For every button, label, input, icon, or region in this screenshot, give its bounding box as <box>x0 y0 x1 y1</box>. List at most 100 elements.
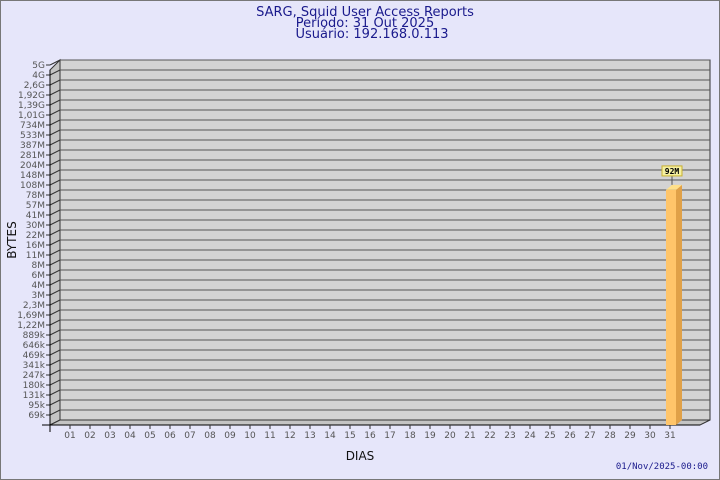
plot-area: 5G4G2,6G1,92G1,39G1,01G734M533M387M281M2… <box>17 58 711 441</box>
x-tick-label: 22 <box>484 431 495 441</box>
y-tick-depth <box>49 399 61 406</box>
y-tick-label: 95k <box>28 401 45 411</box>
y-tick-label: 57M <box>26 201 45 211</box>
chart-subtitle-period: Período: 31 Out 2025 <box>296 16 434 31</box>
y-tick-depth <box>49 269 61 276</box>
x-tick-label: 30 <box>644 431 656 441</box>
y-tick-label: 204M <box>20 161 45 171</box>
y-tick-label: 6M <box>32 271 46 281</box>
x-axis-label: DIAS <box>346 449 375 463</box>
y-tick-depth <box>49 299 61 306</box>
y-tick-depth <box>49 279 61 286</box>
y-tick-label: 533M <box>20 131 45 141</box>
x-tick-label: 26 <box>564 431 576 441</box>
y-tick-depth <box>49 109 61 116</box>
x-tick-label: 18 <box>404 431 416 441</box>
y-tick-depth <box>49 309 61 316</box>
y-tick-label: 4G <box>32 71 45 81</box>
y-tick-depth <box>49 369 61 376</box>
y-tick-label: 1,92G <box>18 91 45 101</box>
bar-side <box>676 184 682 425</box>
footer-date: 01/Nov/2025-00:00 <box>616 462 708 472</box>
y-tick-label: 131k <box>23 391 46 401</box>
data-label: 92M <box>665 167 680 176</box>
y-tick-label: 4M <box>32 281 46 291</box>
x-tick-label: 07 <box>184 431 195 441</box>
x-tick-label: 19 <box>424 431 436 441</box>
y-tick-label: 69k <box>28 411 45 421</box>
y-tick-depth <box>49 189 61 196</box>
chart-subtitle-user: Usuário: 192.168.0.113 <box>295 27 448 42</box>
y-tick-label: 469k <box>23 351 46 361</box>
y-tick-depth <box>49 169 61 176</box>
y-tick-depth <box>49 159 61 166</box>
x-tick-label: 25 <box>544 431 555 441</box>
x-tick-label: 02 <box>84 431 95 441</box>
y-tick-label: 387M <box>20 141 45 151</box>
y-tick-label: 41M <box>26 211 45 221</box>
y-tick-depth <box>49 199 61 206</box>
x-tick-label: 04 <box>124 431 136 441</box>
y-tick-label: 11M <box>26 251 45 261</box>
y-tick-label: 22M <box>26 231 45 241</box>
x-tick-label: 05 <box>144 431 155 441</box>
x-tick-label: 21 <box>464 431 475 441</box>
data-label-box <box>661 165 683 177</box>
y-tick-label: 8M <box>32 261 46 271</box>
x-tick-label: 12 <box>284 431 295 441</box>
x-tick-label: 23 <box>504 431 515 441</box>
y-tick-depth <box>49 129 61 136</box>
x-tick-label: 17 <box>384 431 395 441</box>
y-tick-depth <box>49 59 61 66</box>
y-tick-depth <box>49 139 61 146</box>
y-tick-depth <box>49 179 61 186</box>
x-tick-label: 28 <box>604 431 616 441</box>
y-tick-label: 16M <box>26 241 45 251</box>
floor <box>49 419 711 426</box>
bar-top <box>666 184 682 190</box>
y-tick-label: 148M <box>20 171 45 181</box>
x-tick-label: 08 <box>204 431 216 441</box>
x-tick-label: 27 <box>584 431 595 441</box>
y-tick-label: 5G <box>32 61 45 71</box>
y-tick-depth <box>49 209 61 216</box>
y-tick-label: 108M <box>20 181 45 191</box>
y-tick-label: 281M <box>20 151 45 161</box>
y-tick-depth <box>49 69 61 76</box>
y-tick-depth <box>49 119 61 126</box>
x-tick-label: 06 <box>164 431 176 441</box>
y-tick-depth <box>49 219 61 226</box>
y-tick-depth <box>49 389 61 396</box>
x-tick-label: 29 <box>624 431 636 441</box>
y-tick-depth <box>49 379 61 386</box>
y-tick-label: 1,39G <box>18 101 45 111</box>
x-tick-label: 14 <box>324 431 336 441</box>
x-tick-label: 24 <box>524 431 536 441</box>
y-tick-depth <box>49 149 61 156</box>
y-tick-depth <box>49 259 61 266</box>
y-tick-depth <box>49 249 61 256</box>
y-tick-depth <box>49 99 61 106</box>
y-axis-label: BYTES <box>5 221 19 258</box>
x-tick-label: 10 <box>244 431 256 441</box>
y-tick-depth <box>49 79 61 86</box>
x-tick-label: 15 <box>344 431 355 441</box>
y-tick-label: 78M <box>26 191 45 201</box>
y-tick-depth <box>49 239 61 246</box>
y-tick-label: 341k <box>23 361 46 371</box>
y-tick-label: 2,3M <box>23 301 45 311</box>
y-tick-label: 2,6G <box>24 81 45 91</box>
y-tick-label: 1,22M <box>17 321 45 331</box>
y-tick-label: 180k <box>23 381 46 391</box>
x-tick-label: 09 <box>224 431 236 441</box>
y-tick-depth <box>49 89 61 96</box>
y-tick-depth <box>49 409 61 416</box>
y-tick-label: 3M <box>32 291 46 301</box>
y-tick-label: 247k <box>23 371 46 381</box>
x-tick-label: 11 <box>264 431 275 441</box>
y-tick-label: 30M <box>26 221 45 231</box>
x-tick-label: 03 <box>104 431 115 441</box>
y-tick-depth <box>49 359 61 366</box>
y-tick-depth <box>49 339 61 346</box>
